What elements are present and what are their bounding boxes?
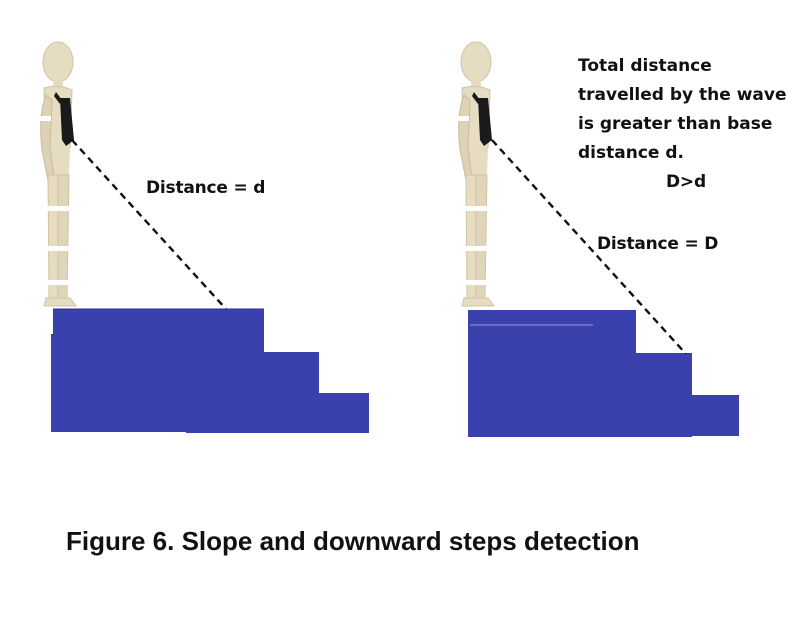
right-stairs [468,310,739,437]
note-line: is greater than base [578,114,773,134]
inequality-label: D>d [666,172,706,192]
left-distance-beam [71,139,227,310]
figure-caption: Figure 6. Slope and downward steps detec… [66,526,640,556]
left-mannequin [38,41,77,307]
right-mannequin [456,41,495,307]
right-distance-label: Distance = D [597,234,719,254]
note-line: distance d. [578,143,684,163]
left-distance-label: Distance = d [146,178,266,198]
note-line: Total distance [578,56,712,76]
right-explanation-note: Total distance travelled by the wave is … [578,52,787,168]
right-distance-beam [491,139,687,355]
left-stairs [51,308,369,433]
note-line: travelled by the wave [578,85,787,105]
